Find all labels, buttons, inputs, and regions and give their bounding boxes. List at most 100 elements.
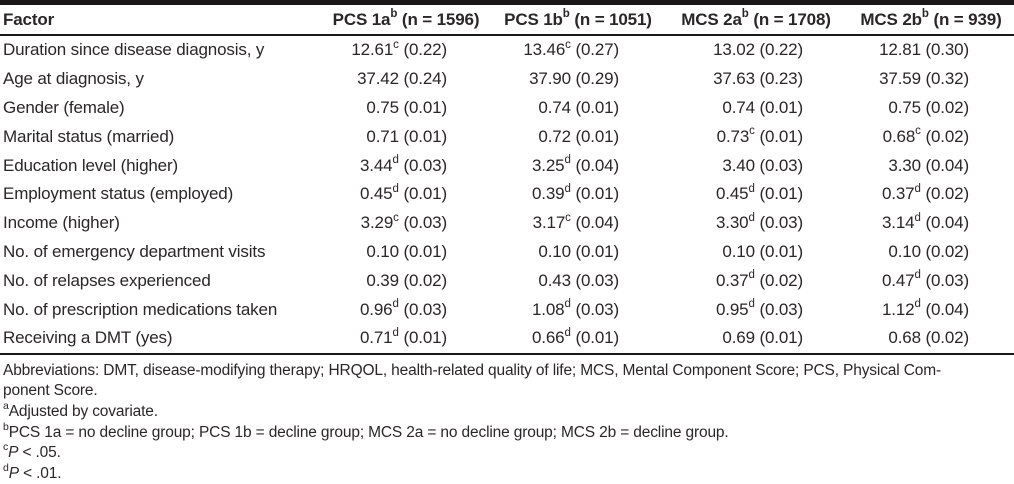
factor-cell: Employment status (employed) [3, 184, 234, 204]
value-se: (0.03) [920, 270, 969, 290]
table-row: Gender (female) 0.75 (0.01) 0.74 (0.01) 0.7… [0, 94, 1014, 123]
value-cell: 0.75 (0.02) [848, 94, 1014, 123]
factor-cell: Age at diagnosis, y [3, 69, 144, 89]
value-se: (0.01) [754, 126, 803, 146]
footnote-c-marker: c [3, 441, 9, 454]
value-se: (0.01) [398, 328, 447, 348]
value-mean: 13.02 [713, 40, 755, 60]
value-cell: 0.68 (0.02) [848, 324, 1014, 354]
value-se: (0.04) [920, 213, 969, 233]
value-mean: 0.47 [882, 270, 915, 290]
footnote-b: bPCS 1a = no decline group; PCS 1b = dec… [3, 422, 1014, 444]
value-se: (0.03) [398, 299, 447, 319]
value-se: (0.03) [398, 155, 447, 175]
column-header-n: (n = 1708) [748, 9, 831, 29]
value-mean: 0.68 [888, 328, 921, 348]
value-se: (0.03) [570, 299, 619, 319]
value-cell: 0.95d (0.03) [664, 295, 848, 324]
value-cell: 0.72 (0.01) [492, 122, 664, 151]
value-se: (0.22) [754, 40, 803, 60]
value-cell: 0.73c (0.01) [664, 122, 848, 151]
value-se: (0.04) [570, 155, 619, 175]
column-header: PCS 1ab (n = 1596) [320, 5, 492, 36]
value-superscript: d [564, 297, 571, 310]
value-mean: 0.10 [538, 241, 571, 261]
value-cell: 37.90 (0.29) [492, 65, 664, 94]
column-header-superscript: b [562, 7, 570, 20]
value-mean: 0.10 [888, 241, 921, 261]
value-cell: 0.37d (0.02) [848, 180, 1014, 209]
factor-cell: Marital status (married) [3, 126, 175, 146]
value-se: (0.30) [920, 40, 969, 60]
value-superscript: d [392, 326, 399, 339]
table-row: Education level (higher) 3.44d (0.03) 3.25… [0, 151, 1014, 180]
value-cell: 0.71d (0.01) [320, 324, 492, 354]
value-superscript: c [565, 38, 571, 51]
value-se: (0.02) [920, 184, 969, 204]
value-superscript: c [393, 211, 399, 224]
table-header: Factor PCS 1ab (n = 1596) PCS 1bb (n = 10… [0, 5, 1014, 36]
value-cell: 1.12d (0.04) [848, 295, 1014, 324]
column-header: PCS 1bb (n = 1051) [492, 5, 664, 36]
value-mean: 0.66 [532, 328, 565, 348]
value-mean: 0.95 [716, 299, 749, 319]
value-superscript: c [749, 125, 755, 138]
value-superscript: d [392, 297, 399, 310]
table-row: No. of prescription medications taken 0.9… [0, 295, 1014, 324]
value-cell: 3.17c (0.04) [492, 209, 664, 238]
footnote-d: dP < .01. [3, 463, 1014, 484]
value-cell: 13.02 (0.22) [664, 35, 848, 65]
value-superscript: d [748, 269, 755, 282]
value-mean: 3.30 [716, 213, 749, 233]
footnote-a: aAdjusted by covariate. [3, 401, 1014, 423]
factor-cell: Gender (female) [3, 97, 125, 117]
value-cell: 3.29c (0.03) [320, 209, 492, 238]
value-superscript: d [914, 269, 921, 282]
factor-cell: No. of prescription medications taken [3, 299, 278, 319]
value-se: (0.01) [570, 328, 619, 348]
value-cell: 0.10 (0.01) [492, 238, 664, 267]
value-se: (0.01) [398, 97, 447, 117]
value-mean: 37.90 [529, 69, 571, 89]
value-cell: 37.59 (0.32) [848, 65, 1014, 94]
value-mean: 0.74 [722, 97, 755, 117]
value-se: (0.01) [754, 328, 803, 348]
value-cell: 3.40 (0.03) [664, 151, 848, 180]
value-se: (0.01) [398, 184, 447, 204]
value-se: (0.01) [754, 184, 803, 204]
value-cell: 0.75 (0.01) [320, 94, 492, 123]
value-se: (0.02) [754, 270, 803, 290]
value-cell: 0.10 (0.01) [320, 238, 492, 267]
value-superscript: c [393, 38, 399, 51]
factor-cell: Income (higher) [3, 213, 120, 233]
table-row: Marital status (married) 0.71 (0.01) 0.72 … [0, 122, 1014, 151]
value-cell: 0.74 (0.01) [492, 94, 664, 123]
value-mean: 1.12 [882, 299, 915, 319]
value-se: (0.01) [570, 184, 619, 204]
value-se: (0.02) [920, 241, 969, 261]
column-header: MCS 2ab (n = 1708) [664, 5, 848, 36]
value-se: (0.01) [570, 241, 619, 261]
value-se: (0.01) [398, 241, 447, 261]
value-cell: 3.30 (0.04) [848, 151, 1014, 180]
value-cell: 0.10 (0.01) [664, 238, 848, 267]
value-cell: 0.43 (0.03) [492, 266, 664, 295]
value-cell: 0.37d (0.02) [664, 266, 848, 295]
column-header-label: PCS 1a [332, 9, 391, 29]
value-se: (0.03) [754, 213, 803, 233]
value-superscript: d [914, 297, 921, 310]
value-se: (0.23) [754, 69, 803, 89]
value-se: (0.03) [754, 155, 803, 175]
table-row: Employment status (employed) 0.45d (0.01)… [0, 180, 1014, 209]
value-cell: 12.81 (0.30) [848, 35, 1014, 65]
column-header-n: (n = 1596) [397, 9, 480, 29]
value-se: (0.01) [398, 126, 447, 146]
value-mean: 0.68 [882, 126, 916, 146]
value-se: (0.32) [920, 69, 969, 89]
value-se: (0.29) [570, 69, 619, 89]
table-top-rule [0, 0, 1014, 5]
column-header: MCS 2bb (n = 939) [848, 5, 1014, 36]
table-row: No. of emergency department visits 0.10 (… [0, 238, 1014, 267]
footnote-b-text: PCS 1a = no decline group; PCS 1b = decl… [8, 423, 729, 441]
factor-column-header: Factor [0, 5, 320, 36]
